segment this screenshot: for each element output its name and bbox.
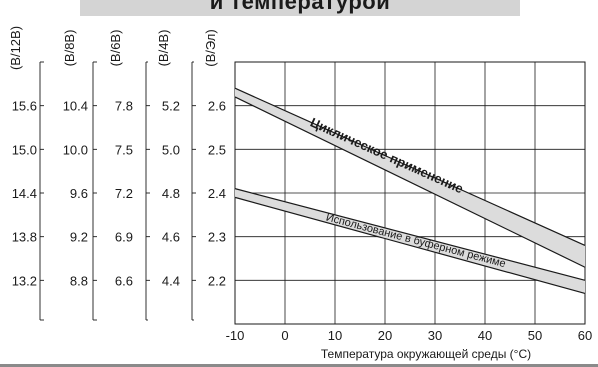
tick-label: 13.2 xyxy=(12,273,37,288)
tick-label: 14.4 xyxy=(12,186,37,201)
tick-label: 2.6 xyxy=(208,99,226,114)
band-lower-line xyxy=(234,196,586,295)
tick-label: 4.6 xyxy=(162,230,180,245)
x-tick-label: 10 xyxy=(328,328,342,343)
band-label: Использование в буферном режиме xyxy=(325,212,507,271)
tick-label: 2.3 xyxy=(208,230,226,245)
axis-label: (В/Эл) xyxy=(203,29,218,66)
tick-label: 2.4 xyxy=(208,186,226,201)
axis-label: (В/6В) xyxy=(108,30,123,67)
chart-title: и температурой xyxy=(209,0,391,14)
band-upper-line xyxy=(234,87,586,246)
title-bar: и температурой xyxy=(80,0,520,16)
tick-label: 5.2 xyxy=(162,99,180,114)
x-tick-label: 50 xyxy=(528,328,542,343)
tick-label: 13.8 xyxy=(12,230,37,245)
tick-label: 7.2 xyxy=(115,186,133,201)
x-tick-label: 40 xyxy=(478,328,492,343)
x-tick-label: 60 xyxy=(578,328,592,343)
tick-label: 2.5 xyxy=(208,142,226,157)
tick-label: 10.4 xyxy=(63,99,88,114)
tick-label: 15.0 xyxy=(12,142,37,157)
band-lower-line xyxy=(234,96,586,268)
tick-label: 15.6 xyxy=(12,99,37,114)
x-tick-label: -10 xyxy=(226,328,245,343)
band-upper-line xyxy=(234,188,586,281)
tick-label: 6.6 xyxy=(115,273,133,288)
tick-label: 4.4 xyxy=(162,273,180,288)
tick-label: 7.8 xyxy=(115,99,133,114)
band-fill xyxy=(235,188,585,294)
tick-label: 2.2 xyxy=(208,273,226,288)
tick-label: 5.0 xyxy=(162,142,180,157)
x-axis-label: Температура окружающей среды (°C) xyxy=(321,347,531,361)
tick-label: 7.5 xyxy=(115,142,133,157)
x-tick-label: 20 xyxy=(378,328,392,343)
bottom-rule xyxy=(0,364,598,367)
axis-label: (В/4В) xyxy=(156,30,171,67)
axis-label: (В/8В) xyxy=(62,30,77,67)
x-tick-label: 0 xyxy=(281,328,288,343)
tick-label: 9.2 xyxy=(70,230,88,245)
band-label: Циклическое применение xyxy=(308,115,466,197)
tick-label: 10.0 xyxy=(63,142,88,157)
axis-label: (В/12В) xyxy=(8,26,23,70)
band-fill xyxy=(235,88,585,268)
x-tick-label: 30 xyxy=(428,328,442,343)
tick-label: 6.9 xyxy=(115,230,133,245)
tick-label: 4.8 xyxy=(162,186,180,201)
tick-label: 8.8 xyxy=(70,273,88,288)
tick-label: 9.6 xyxy=(70,186,88,201)
